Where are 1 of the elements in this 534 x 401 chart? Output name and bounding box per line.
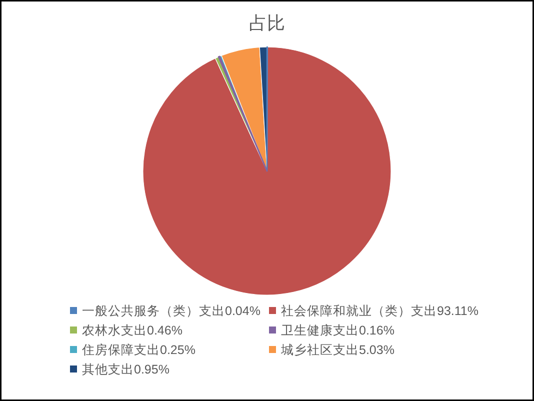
title: 占比 bbox=[249, 13, 285, 33]
